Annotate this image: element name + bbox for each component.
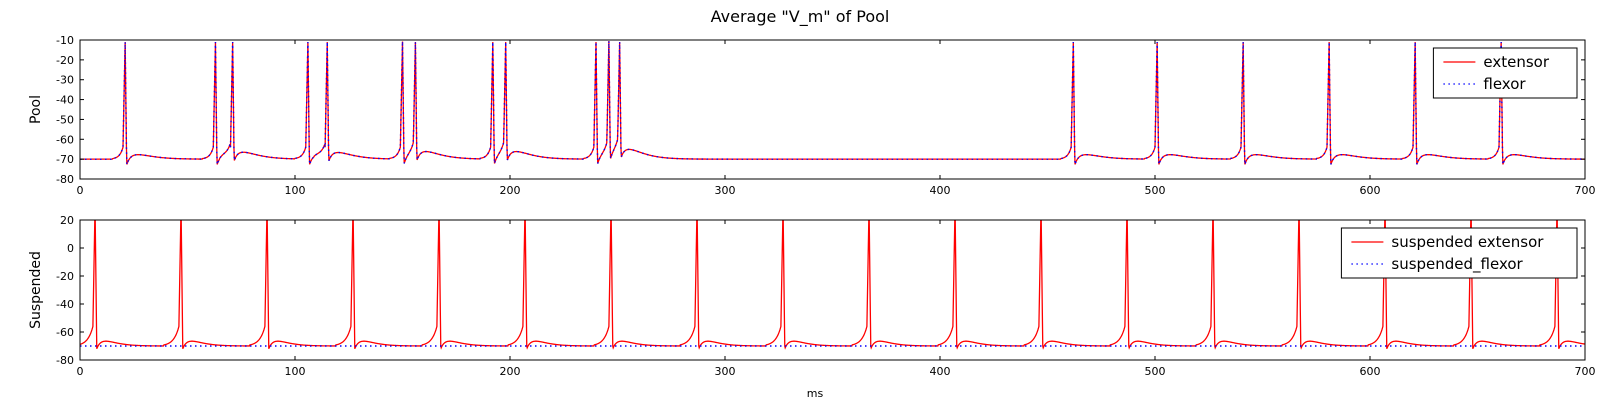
axes-frame: [79, 39, 1586, 180]
x-tick-label: 0: [77, 365, 84, 378]
x-tick-label: 500: [1145, 184, 1166, 197]
legend: suspended extensor suspended_flexor: [1340, 227, 1578, 279]
x-tick-label: 600: [1360, 184, 1381, 197]
legend-label: suspended_flexor: [1391, 255, 1523, 274]
y-tick-label: -40: [56, 298, 74, 311]
x-tick-label: 200: [500, 365, 521, 378]
chart-title: Average "V_m" of Pool: [711, 7, 890, 27]
x-tick-label: 700: [1575, 365, 1596, 378]
x-axis-label: ms: [807, 387, 824, 400]
x-tick-label: 200: [500, 184, 521, 197]
legend-label: extensor: [1483, 53, 1549, 71]
y-tick-label: 0: [67, 242, 74, 255]
x-tick-label: 100: [285, 184, 306, 197]
y-tick-label: -60: [56, 133, 74, 146]
y-axis-label: Pool: [28, 95, 44, 124]
y-tick-label: -80: [56, 173, 74, 186]
series-group: [80, 220, 1585, 350]
y-tick-label: -20: [56, 54, 74, 67]
legend-label: flexor: [1483, 75, 1526, 93]
y-tick-label: -80: [56, 354, 74, 367]
x-tick-label: 700: [1575, 184, 1596, 197]
y-axis-label: Suspended: [28, 251, 44, 329]
series-group: [80, 40, 1585, 165]
y-tick-label: -30: [56, 74, 74, 87]
y-tick-label: -60: [56, 326, 74, 339]
legend-box: [1340, 227, 1578, 279]
x-tick-label: 300: [715, 184, 736, 197]
y-tick-label: -20: [56, 270, 74, 283]
x-tick-label: 600: [1360, 365, 1381, 378]
pool-plot: 0 100 200 300 400 500 600 700 -80 -70 -60 -50 -40 -30…: [28, 34, 1596, 197]
legend: extensor flexor: [1432, 47, 1578, 99]
legend-label: suspended extensor: [1391, 233, 1544, 251]
series-line-extensor: [80, 40, 1585, 165]
y-tick-label: -70: [56, 153, 74, 166]
axes-frame: [79, 219, 1586, 361]
y-tick-label: -10: [56, 34, 74, 47]
y-tick-label: -40: [56, 94, 74, 107]
y-tick-label: 20: [60, 214, 74, 227]
y-tick-label: -50: [56, 113, 74, 126]
x-tick-label: 400: [930, 184, 951, 197]
x-tick-label: 0: [77, 184, 84, 197]
x-tick-label: 300: [715, 365, 736, 378]
suspended-plot: 0 100 200 300 400 500 600 700 -80 -60 -40 -20 0 20 Sus…: [28, 214, 1596, 378]
legend-box: [1432, 47, 1578, 99]
x-tick-label: 500: [1145, 365, 1166, 378]
series-line-flexor: [80, 40, 1585, 165]
x-tick-label: 400: [930, 365, 951, 378]
x-tick-label: 100: [285, 365, 306, 378]
